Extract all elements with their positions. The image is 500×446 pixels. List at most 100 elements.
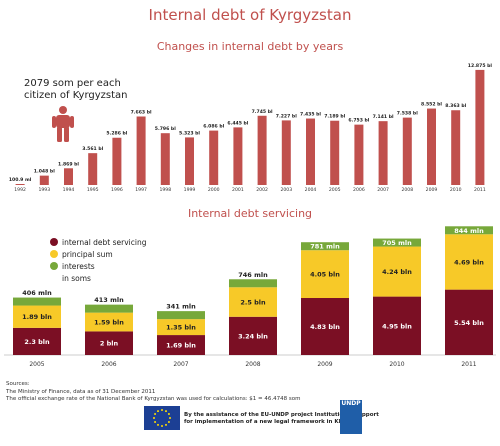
debt-bar-label-2007: 7.141 bl xyxy=(373,114,394,120)
year-tick-1999: 1999 xyxy=(184,187,196,193)
servicing-total-2005: 406 mln xyxy=(22,289,52,297)
servicing-year-tick-2008: 2008 xyxy=(245,361,260,368)
debt-bar-label-2004: 7.435 bl xyxy=(300,112,321,118)
servicing-year-tick-2009: 2009 xyxy=(317,361,332,368)
year-tick-2008: 2008 xyxy=(401,187,413,193)
debt-bar-label-1997: 7.663 bl xyxy=(131,109,152,115)
eu-star xyxy=(153,417,155,419)
sources-label: Sources: xyxy=(6,381,30,387)
legend-swatch-interests xyxy=(50,262,58,270)
servicing-year-tick-2010: 2010 xyxy=(389,361,404,368)
legend-item-principal: principal sum xyxy=(50,248,146,260)
servicing-total-2009: 781 mln xyxy=(310,243,340,251)
debt-bar-label-1992: 100.9 ml xyxy=(9,177,32,183)
sources-block: Sources: The Ministry of Finance, data a… xyxy=(6,381,301,404)
project-credit: By the assistance of the EU-UNDP project… xyxy=(184,412,379,426)
servicing-bar-2007-seg-0 xyxy=(157,311,205,320)
debt-by-years-chart: 100.9 ml 1992 1.048 bl 1993 1.869 bl 1994 3.56… xyxy=(9,63,493,193)
debt-bar-2002 xyxy=(257,115,267,185)
year-tick-1995: 1995 xyxy=(87,187,99,193)
debt-bar-label-2001: 6.445 bl xyxy=(227,120,248,126)
debt-bar-label-2002: 7.745 bl xyxy=(252,109,273,115)
debt-bar-2010 xyxy=(451,110,461,185)
servicing-bar-2006-seg-0 xyxy=(85,304,133,313)
debt-bar-label-2011: 12.875 bl xyxy=(468,63,493,69)
debt-by-years-chart-title: Changes in internal debt by years xyxy=(156,40,344,53)
debt-bar-label-2010: 8.363 bl xyxy=(445,103,466,109)
servicing-bar-2006-seg-2 xyxy=(85,331,133,355)
servicing-bar-2005-seg-2 xyxy=(13,327,61,355)
debt-bar-1994 xyxy=(64,168,73,185)
eu-flag-icon xyxy=(144,406,180,430)
servicing-label-2010-seg-1: 4.24 bln xyxy=(382,268,412,276)
debt-bar-2006 xyxy=(354,124,364,185)
servicing-bar-2011-seg-1 xyxy=(445,234,493,290)
year-tick-2005: 2005 xyxy=(329,187,341,193)
servicing-year-tick-2007: 2007 xyxy=(173,361,188,368)
servicing-label-2008-seg-1: 2.5 bln xyxy=(240,299,266,307)
eu-star xyxy=(161,409,163,411)
eu-star xyxy=(157,423,159,426)
year-tick-2001: 2001 xyxy=(232,187,244,193)
debt-bar-2005 xyxy=(330,120,340,185)
debt-bar-label-1995: 3.561 bl xyxy=(82,146,103,152)
servicing-label-2007-seg-1: 1.35 bln xyxy=(166,324,196,332)
debt-bar-label-1996: 5.286 bl xyxy=(106,131,127,137)
servicing-bar-2009-seg-0 xyxy=(301,242,349,251)
debt-bar-label-2003: 7.227 bl xyxy=(276,113,297,119)
debt-servicing-legend: internal debt servicing principal sum in… xyxy=(50,236,146,284)
eu-star xyxy=(169,417,171,419)
debt-bar-2000 xyxy=(209,130,219,185)
debt-bar-label-2005: 7.189 bl xyxy=(324,114,345,120)
debt-bar-label-1998: 5.796 bl xyxy=(155,126,176,132)
year-tick-2006: 2006 xyxy=(353,187,365,193)
servicing-bar-2010-seg-0 xyxy=(373,238,421,247)
debt-bar-1993 xyxy=(39,175,49,185)
debt-bar-label-2006: 6.753 bl xyxy=(348,118,369,124)
debt-bar-1996 xyxy=(112,137,122,185)
servicing-bar-2007-seg-2 xyxy=(157,335,205,355)
legend-swatch-principal xyxy=(50,250,58,258)
debt-bar-2009 xyxy=(427,108,436,185)
servicing-label-2005-seg-1: 1.89 bln xyxy=(22,313,52,321)
debt-bar-2004 xyxy=(306,118,315,185)
debt-bar-label-2000: 6.086 bl xyxy=(203,124,224,130)
servicing-bar-2009-seg-1 xyxy=(301,250,349,299)
debt-servicing-chart-title: Internal debt servicing xyxy=(187,207,313,220)
eu-star xyxy=(167,413,170,415)
eu-star xyxy=(157,410,159,413)
eu-star xyxy=(161,425,163,427)
year-tick-2007: 2007 xyxy=(377,187,389,193)
legend-label-principal: principal sum xyxy=(62,249,113,259)
credit-line-1: By the assistance of the EU-UNDP project… xyxy=(184,412,379,418)
person-icon xyxy=(52,106,74,142)
year-tick-2009: 2009 xyxy=(426,187,438,193)
debt-bar-1999 xyxy=(185,137,194,185)
debt-bar-label-1994: 1.869 bl xyxy=(58,161,79,167)
servicing-bar-2010-seg-1 xyxy=(373,246,421,297)
legend-item-interests: interests xyxy=(50,260,146,272)
debt-bar-2008 xyxy=(402,117,412,185)
debt-bar-2003 xyxy=(281,120,291,185)
year-tick-2010: 2010 xyxy=(450,187,462,193)
servicing-bar-2009-seg-2 xyxy=(301,298,349,355)
legend-label-servicing: internal debt servicing xyxy=(62,237,147,247)
source-line-1: The Ministry of Finance, data as of 31 D… xyxy=(6,388,156,395)
year-tick-1996: 1996 xyxy=(111,187,123,193)
page-title: Internal debt of Kyrgyzstan xyxy=(148,6,352,24)
servicing-label-2009-seg-1: 4.05 bln xyxy=(310,271,340,279)
servicing-label-2007-seg-2: 1.69 bln xyxy=(166,342,196,350)
year-tick-1992: 1992 xyxy=(14,187,26,193)
servicing-label-2010-seg-2: 4.95 bln xyxy=(382,322,412,330)
source-line-2: The official exchange rate of the Nation… xyxy=(6,396,301,402)
year-tick-1997: 1997 xyxy=(135,187,147,193)
servicing-total-2006: 413 mln xyxy=(94,296,124,304)
servicing-label-2006-seg-1: 1.59 bln xyxy=(94,319,124,327)
servicing-year-tick-2006: 2006 xyxy=(101,361,116,368)
servicing-label-2006-seg-2: 2 bln xyxy=(100,340,119,348)
legend-label-interests: interests xyxy=(62,261,95,271)
per-citizen-callout: 2079 som per each citizen of Kyrgyzstan xyxy=(24,78,128,102)
debt-bar-2011 xyxy=(475,69,485,185)
servicing-bar-2008-seg-0 xyxy=(229,279,277,288)
year-tick-2002: 2002 xyxy=(256,187,268,193)
